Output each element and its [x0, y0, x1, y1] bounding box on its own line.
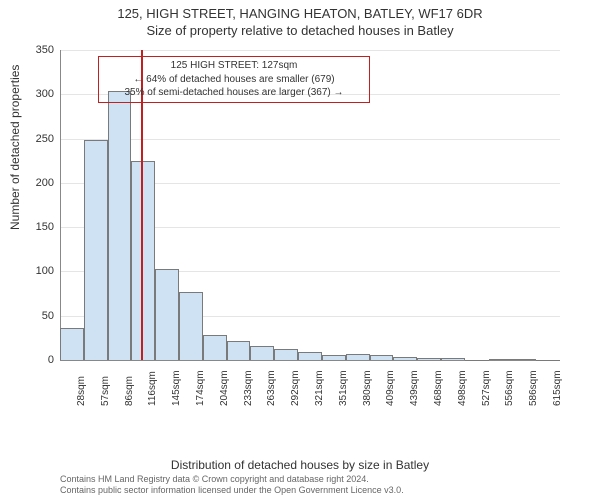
- histogram-bar: [489, 359, 513, 360]
- histogram-bar: [393, 357, 417, 360]
- x-tick-label: 292sqm: [290, 370, 301, 406]
- annotation-box: 125 HIGH STREET: 127sqm← 64% of detached…: [98, 56, 370, 103]
- histogram-bar: [227, 341, 251, 360]
- annotation-line: 35% of semi-detached houses are larger (…: [103, 86, 365, 100]
- histogram-bar: [536, 360, 560, 361]
- x-tick-label: 498sqm: [457, 370, 468, 406]
- footer-line1: Contains HM Land Registry data © Crown c…: [60, 474, 404, 485]
- histogram-bar: [131, 161, 155, 360]
- y-tick-label: 0: [22, 354, 54, 366]
- gridline: [60, 50, 560, 51]
- annotation-line: 125 HIGH STREET: 127sqm: [103, 59, 365, 73]
- y-tick-label: 150: [22, 221, 54, 233]
- y-tick-label: 250: [22, 133, 54, 145]
- histogram-bar: [274, 349, 298, 360]
- x-tick-label: 116sqm: [147, 371, 158, 406]
- x-tick-label: 233sqm: [243, 370, 254, 406]
- chart-container: 125, HIGH STREET, HANGING HEATON, BATLEY…: [0, 0, 600, 500]
- x-tick-label: 57sqm: [100, 376, 111, 406]
- histogram-bar: [108, 91, 132, 360]
- footer-line2: Contains public sector information licen…: [60, 485, 404, 496]
- histogram-bar: [346, 354, 370, 360]
- x-tick-label: 28sqm: [76, 376, 87, 406]
- histogram-bar: [298, 352, 322, 360]
- x-tick-label: 321sqm: [314, 370, 325, 406]
- y-tick-label: 100: [22, 265, 54, 277]
- x-tick-label: 263sqm: [266, 370, 277, 406]
- x-axis-label: Distribution of detached houses by size …: [0, 458, 600, 472]
- x-tick-label: 586sqm: [528, 370, 539, 406]
- x-tick-label: 615sqm: [552, 370, 563, 406]
- histogram-bar: [84, 140, 108, 360]
- gridline: [60, 139, 560, 140]
- x-tick-label: 380sqm: [362, 370, 373, 406]
- histogram-bar: [512, 359, 536, 360]
- histogram-bar: [60, 328, 84, 360]
- x-tick-label: 556sqm: [504, 370, 515, 406]
- x-tick-label: 86sqm: [124, 376, 135, 406]
- chart-title-line2: Size of property relative to detached ho…: [0, 21, 600, 38]
- histogram-bar: [370, 355, 394, 360]
- x-tick-label: 204sqm: [219, 370, 230, 406]
- histogram-bar: [203, 335, 227, 360]
- y-tick-label: 200: [22, 177, 54, 189]
- y-tick-label: 300: [22, 88, 54, 100]
- y-tick-label: 350: [22, 44, 54, 56]
- histogram-bar: [441, 358, 465, 360]
- histogram-bar: [417, 358, 441, 360]
- x-tick-label: 409sqm: [385, 370, 396, 406]
- x-tick-label: 527sqm: [481, 370, 492, 406]
- histogram-bar: [465, 360, 489, 361]
- x-tick-label: 351sqm: [338, 370, 349, 406]
- x-tick-label: 174sqm: [195, 370, 206, 406]
- x-tick-label: 468sqm: [433, 370, 444, 406]
- histogram-bar: [155, 269, 179, 360]
- histogram-bar: [322, 355, 346, 360]
- y-axis-line: [60, 50, 61, 360]
- histogram-bar: [179, 292, 203, 360]
- plot-area: 05010015020025030035028sqm57sqm86sqm116s…: [60, 50, 560, 410]
- y-tick-label: 50: [22, 310, 54, 322]
- y-axis-label: Number of detached properties: [8, 65, 22, 230]
- x-tick-label: 439sqm: [409, 370, 420, 406]
- x-tick-label: 145sqm: [171, 370, 182, 406]
- histogram-bar: [250, 346, 274, 360]
- annotation-line: ← 64% of detached houses are smaller (67…: [103, 73, 365, 87]
- chart-title-line1: 125, HIGH STREET, HANGING HEATON, BATLEY…: [0, 0, 600, 21]
- footer-attribution: Contains HM Land Registry data © Crown c…: [60, 474, 404, 497]
